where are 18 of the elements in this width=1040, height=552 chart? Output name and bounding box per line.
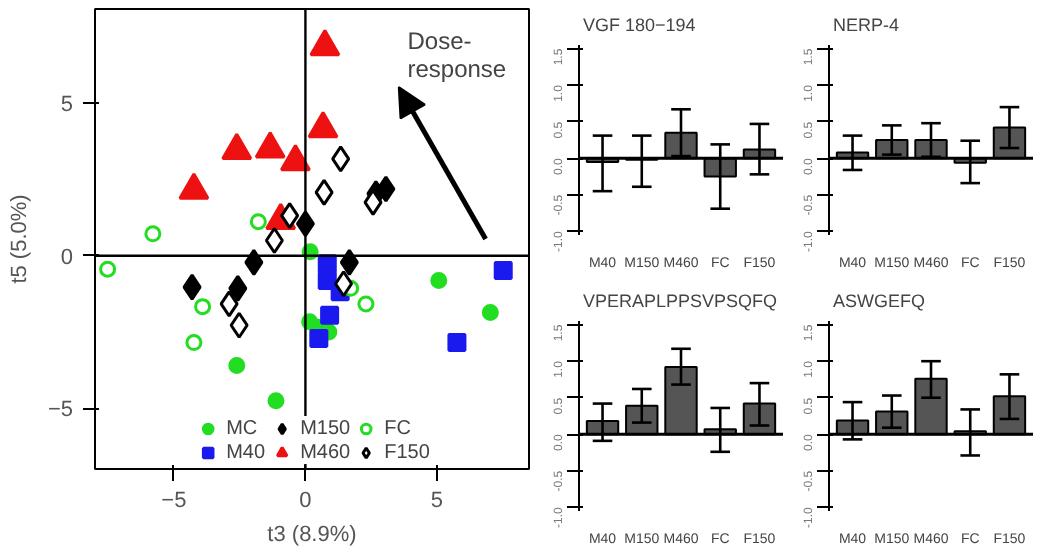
legend-label: M40 <box>226 441 267 463</box>
legend-label: MC <box>226 417 260 439</box>
x-tick-label: 0 <box>299 489 312 513</box>
y-tick-label: −5 <box>47 398 74 423</box>
chart-title: ASWGEFQ <box>833 291 926 311</box>
x-tick-label: −5 <box>161 489 187 513</box>
legend-label: M460 <box>300 441 351 463</box>
y-tick-label: 5 <box>60 93 74 118</box>
x-axis-title: t3 (8.9%) <box>267 523 357 547</box>
legend-label: FC <box>384 417 413 439</box>
chart-title: NERP-4 <box>833 15 900 35</box>
chart-title: VGF 180−194 <box>583 15 696 35</box>
y-axis-title: t5 (5.0%) <box>7 194 32 284</box>
chart-title: VPERAPLPPSVPSQFQ <box>583 291 778 311</box>
annotation: Dose- response <box>407 27 507 84</box>
legend-label: F150 <box>384 441 430 463</box>
legend-label: M150 <box>300 417 351 439</box>
x-tick-label: 5 <box>430 489 444 513</box>
